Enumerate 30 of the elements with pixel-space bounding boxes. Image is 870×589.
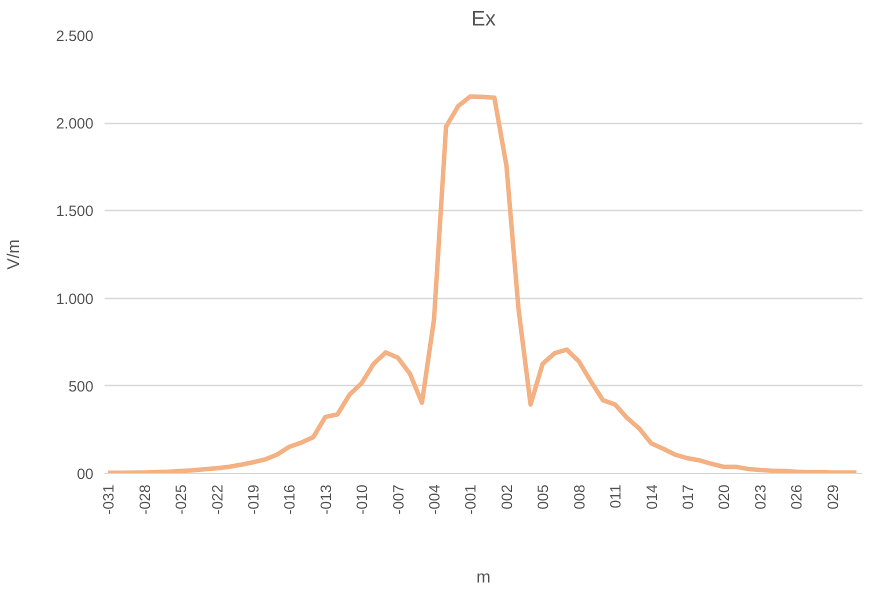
x-tick-label: -004 <box>426 484 444 515</box>
y-tick-label: 2.000 <box>56 116 94 133</box>
x-tick-label: 026 <box>788 484 806 510</box>
y-tick-label: 2.500 <box>56 28 94 45</box>
x-axis-title: m <box>476 568 491 587</box>
x-tick-label: 020 <box>716 484 734 510</box>
x-tick-label: 017 <box>680 484 697 510</box>
x-tick-label: -019 <box>245 484 262 515</box>
x-tick-label: 008 <box>571 484 588 510</box>
x-tick-label: -013 <box>318 484 335 515</box>
x-tick-label: 011 <box>608 484 625 508</box>
x-tick-label: -022 <box>209 484 226 515</box>
x-tick-label: -007 <box>390 484 408 515</box>
x-tick-label: -001 <box>462 484 480 515</box>
x-tick-label: -028 <box>136 484 154 515</box>
x-tick-label: -031 <box>100 484 118 515</box>
x-tick-label: 014 <box>644 484 661 510</box>
y-tick-label: 1.000 <box>56 290 94 308</box>
y-tick-label: 00 <box>76 466 94 483</box>
x-tick-label: -016 <box>282 484 299 515</box>
chart-title: Ex <box>471 8 496 30</box>
x-tick-label: 029 <box>824 484 842 510</box>
x-tick-label: 023 <box>752 484 770 510</box>
x-tick-label: 002 <box>498 484 516 510</box>
y-tick-label: 1.500 <box>56 203 94 220</box>
x-tick-label: -025 <box>173 484 190 515</box>
x-tick-label: 005 <box>535 484 552 510</box>
x-tick-label: -010 <box>354 484 372 515</box>
y-axis-title: V/m <box>4 239 23 270</box>
y-tick-label: 500 <box>68 378 94 396</box>
